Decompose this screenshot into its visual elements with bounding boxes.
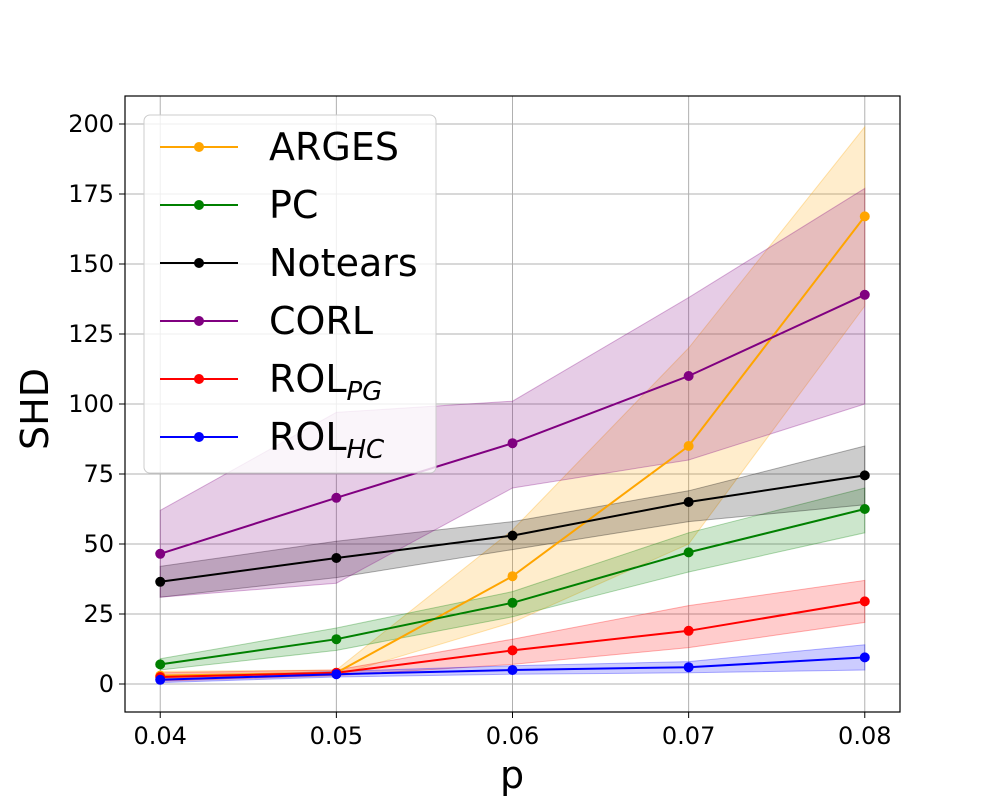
point-notears — [155, 576, 166, 587]
band-pc — [159, 487, 866, 671]
point-pc — [331, 634, 342, 645]
y-tick-label: 150 — [68, 250, 114, 278]
point-pc — [859, 504, 870, 514]
legend-marker-notears — [194, 258, 204, 268]
x-tick-label: 0.07 — [662, 722, 715, 750]
point-arges — [683, 441, 694, 451]
legend-label-arges: ARGES — [269, 125, 399, 169]
point-corl — [859, 289, 870, 300]
point-corl — [155, 548, 166, 559]
y-axis-label: SHD — [13, 368, 57, 450]
y-tick-label: 75 — [83, 460, 114, 488]
band-rol-pg — [159, 579, 866, 682]
legend: ARGES PC Notears CORL ROLPG ROLHC — [143, 114, 437, 474]
point-notears — [331, 553, 342, 563]
y-tick-label: 0 — [99, 670, 114, 698]
point-corl — [683, 371, 694, 381]
point-rol-hc — [683, 662, 694, 673]
point-pc — [155, 659, 166, 670]
legend-marker-rol-pg — [194, 374, 204, 384]
y-axis-ticks: 0 25 50 75 100 125 150 175 200 — [68, 110, 125, 698]
point-rol-pg — [507, 645, 518, 656]
point-pc — [507, 597, 518, 608]
legend-label-corl: CORL — [269, 299, 373, 343]
x-tick-label: 0.06 — [486, 722, 539, 750]
point-notears — [507, 530, 518, 541]
point-rol-hc — [507, 665, 518, 675]
point-rol-hc — [331, 669, 342, 680]
x-tick-label: 0.04 — [134, 722, 187, 750]
point-rol-pg — [859, 596, 870, 607]
point-arges — [507, 571, 518, 582]
series-points — [155, 211, 870, 685]
point-rol-pg — [683, 625, 694, 636]
x-axis-ticks: 0.04 0.05 0.06 0.07 0.08 — [134, 712, 891, 750]
point-rol-hc — [155, 674, 166, 685]
legend-label-notears: Notears — [269, 241, 418, 285]
point-corl — [331, 492, 342, 503]
y-tick-label: 50 — [83, 530, 114, 558]
point-pc — [683, 547, 694, 558]
x-tick-label: 0.08 — [838, 722, 891, 750]
y-tick-label: 200 — [68, 110, 114, 138]
y-tick-label: 25 — [83, 600, 114, 628]
legend-label-pc: PC — [269, 183, 318, 227]
y-tick-label: 100 — [68, 390, 114, 418]
y-tick-label: 175 — [68, 180, 114, 208]
legend-marker-arges — [194, 142, 204, 152]
legend-marker-rol-hc — [194, 432, 204, 442]
grid — [125, 96, 900, 712]
point-rol-hc — [859, 652, 870, 663]
y-tick-label: 125 — [68, 320, 114, 348]
legend-marker-pc — [194, 200, 204, 210]
legend-marker-corl — [194, 316, 204, 326]
x-axis-label: p — [500, 753, 524, 797]
point-arges — [859, 211, 870, 222]
point-notears — [859, 470, 870, 481]
legend-label-rol-hc: ROLHC — [269, 415, 385, 465]
point-corl — [507, 438, 518, 449]
legend-label-rol-pg: ROLPG — [269, 357, 382, 407]
point-notears — [683, 497, 694, 507]
x-tick-label: 0.05 — [310, 722, 363, 750]
